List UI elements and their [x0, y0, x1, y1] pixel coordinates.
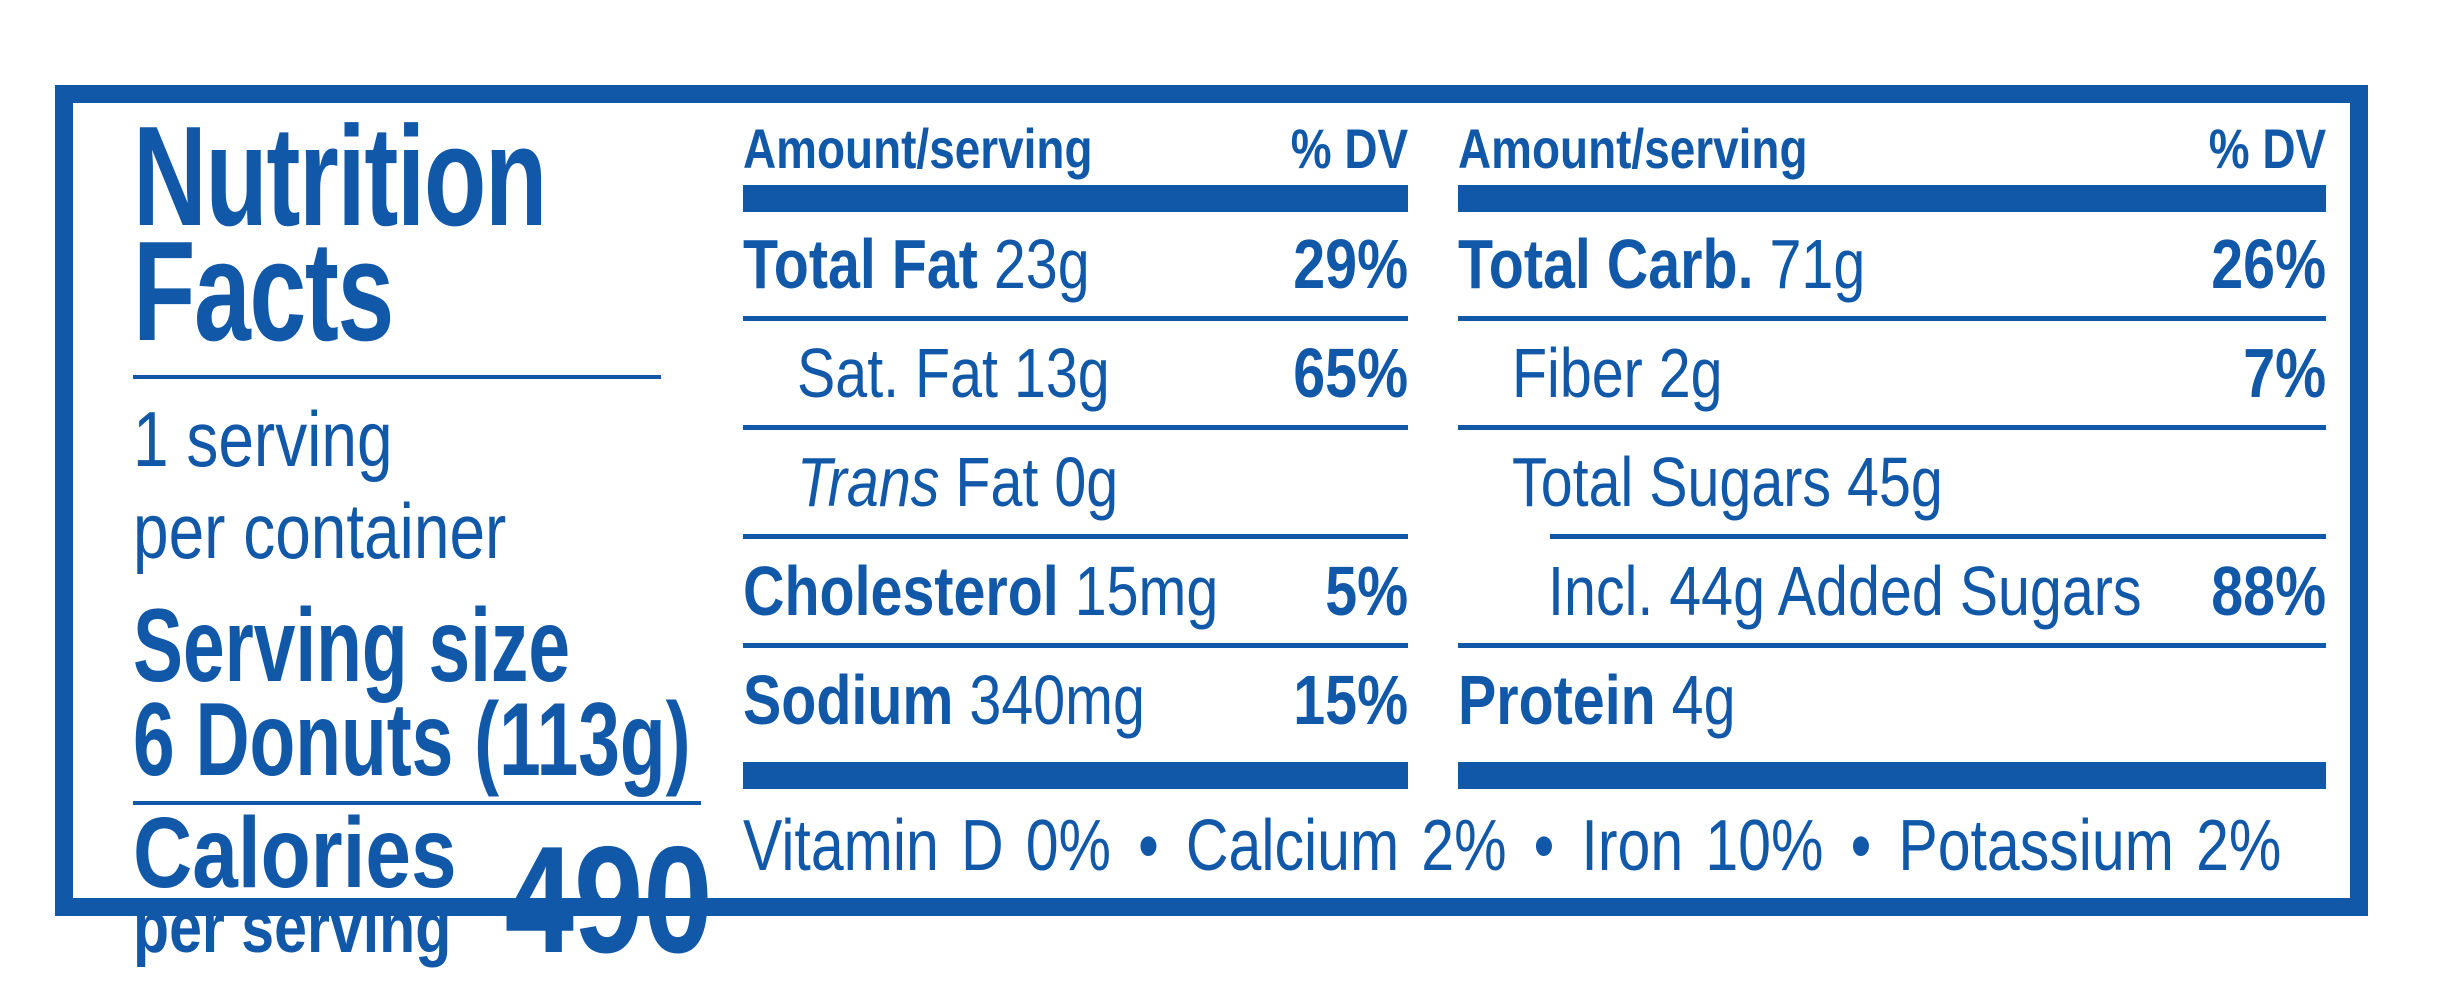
nutrient-row-trans-fat: Trans Fat 0g [743, 430, 1408, 534]
amount-serving-header: Amount/serving [1458, 117, 1808, 180]
nutrient-dv: 5% [1325, 552, 1408, 630]
nutrient-row-total-carb: Total Carb. 71g 26% [1458, 212, 2326, 316]
nutrient-amount: 15mg [1074, 552, 1219, 630]
nutrient-row-sodium: Sodium 340mg 15% [743, 648, 1408, 752]
servings-line-2: per container [133, 487, 507, 575]
divider-rule [1458, 425, 2326, 430]
micronutrient-calcium: Calcium 2% [1185, 806, 1507, 886]
servings-per-container: 1 serving per container [133, 393, 713, 577]
column-header: Amount/serving % DV [743, 117, 1408, 180]
divider-rule-indented [1550, 534, 2326, 539]
nutrient-amount: 13g [1013, 334, 1110, 412]
nutrient-row-total-sugars: Total Sugars 45g [1458, 430, 2326, 534]
nutrient-row-fiber: Fiber 2g 7% [1458, 321, 2326, 425]
micronutrient-vitamin-d: Vitamin D 0% [743, 806, 1112, 886]
calories-labels: Calories per serving [133, 797, 713, 968]
nutrient-amount: 0g [1054, 443, 1119, 521]
nutrient-dv: 88% [2211, 552, 2326, 630]
nutrient-row-cholesterol: Cholesterol 15mg 5% [743, 539, 1408, 643]
nutrient-amount: 2g [1658, 334, 1723, 412]
nutrient-column-fat: Amount/serving % DV Total Fat 23g 29% Sa… [743, 117, 1408, 789]
nutrient-columns: Amount/serving % DV Total Fat 23g 29% Sa… [743, 117, 2447, 789]
thick-bar [743, 762, 1408, 789]
label-content: Nutrition Facts 1 serving per container … [133, 97, 2326, 985]
nutrient-panel: Amount/serving % DV Total Fat 23g 29% Sa… [743, 117, 2447, 887]
nutrient-name: Fiber [1512, 334, 1643, 412]
divider-rule [743, 534, 1408, 539]
bullet-separator: • [1850, 806, 1872, 886]
nutrient-name-italic: Trans [797, 443, 940, 521]
nutrient-row-sat-fat: Sat. Fat 13g 65% [743, 321, 1408, 425]
serving-size-block: Serving size 6 Donuts (113g) [133, 588, 713, 798]
nutrient-column-carb: Amount/serving % DV Total Carb. 71g 26% … [1458, 117, 2326, 789]
nutrient-name: Sat. Fat [797, 334, 998, 412]
calories-per-serving-label: per serving [133, 888, 452, 968]
micronutrients-line: Vitamin D 0% • Calcium 2% • Iron 10% • P… [743, 805, 2281, 887]
nutrient-amount: 71g [1769, 225, 1866, 303]
nutrition-facts-label: Nutrition Facts 1 serving per container … [55, 85, 2368, 976]
serving-size-divider-rule [133, 801, 701, 805]
nutrient-dv: 15% [1293, 661, 1408, 739]
percent-dv-header: % DV [2208, 117, 2326, 180]
micronutrients-row: Vitamin D 0% • Calcium 2% • Iron 10% • P… [743, 805, 2447, 887]
nutrient-name: Fat [955, 443, 1039, 521]
divider-rule [1458, 316, 2326, 321]
calories-label: Calories [133, 797, 457, 909]
nutrient-name: Total Carb. [1458, 225, 1754, 303]
bullet-separator: • [1533, 806, 1555, 886]
nutrient-name: Incl. 44g Added Sugars [1548, 552, 2142, 630]
servings-line-1: 1 serving [133, 395, 393, 483]
nutrient-name: Cholesterol [743, 552, 1059, 630]
nutrient-name: Protein [1458, 661, 1656, 739]
title-line-2: Facts [133, 212, 394, 371]
calories-value: 490 [505, 815, 713, 985]
nutrient-amount: 340mg [969, 661, 1145, 739]
thick-bar [1458, 762, 2326, 789]
nutrient-dv: 29% [1293, 225, 1408, 303]
nutrient-dv: 65% [1293, 334, 1408, 412]
serving-size-value: 6 Donuts (113g) [133, 682, 691, 798]
column-header: Amount/serving % DV [1458, 117, 2326, 180]
nutrient-amount: 4g [1671, 661, 1736, 739]
nutrient-name: Total Sugars [1512, 443, 1832, 521]
divider-rule [1458, 643, 2326, 648]
nutrient-name: Sodium [743, 661, 954, 739]
nutrient-name: Total Fat [743, 225, 978, 303]
calories-block: Calories per serving 490 [133, 797, 713, 985]
nutrient-amount: 45g [1847, 443, 1943, 521]
divider-rule [743, 316, 1408, 321]
nutrient-dv: 7% [2243, 334, 2326, 412]
thick-bar [1458, 185, 2326, 212]
micronutrient-iron: Iron 10% [1581, 806, 1824, 886]
divider-rule [743, 643, 1408, 648]
percent-dv-header: % DV [1290, 117, 1408, 180]
nutrient-row-total-fat: Total Fat 23g 29% [743, 212, 1408, 316]
nutrient-row-added-sugars: Incl. 44g Added Sugars 88% [1458, 539, 2326, 643]
amount-serving-header: Amount/serving [743, 117, 1093, 180]
nutrient-amount: 23g [993, 225, 1090, 303]
left-column: Nutrition Facts 1 serving per container … [133, 97, 713, 985]
thick-bar [743, 185, 1408, 212]
title-divider-rule [133, 375, 661, 379]
nutrient-dv: 26% [2211, 225, 2326, 303]
nutrient-row-protein: Protein 4g [1458, 648, 2326, 752]
bullet-separator: • [1138, 806, 1159, 886]
serving-size-label: Serving size [133, 588, 570, 704]
micronutrient-potassium: Potassium 2% [1898, 806, 2282, 886]
divider-rule [743, 425, 1408, 430]
title-line-1: Nutrition [133, 97, 547, 256]
nutrition-facts-title: Nutrition Facts [133, 97, 713, 371]
